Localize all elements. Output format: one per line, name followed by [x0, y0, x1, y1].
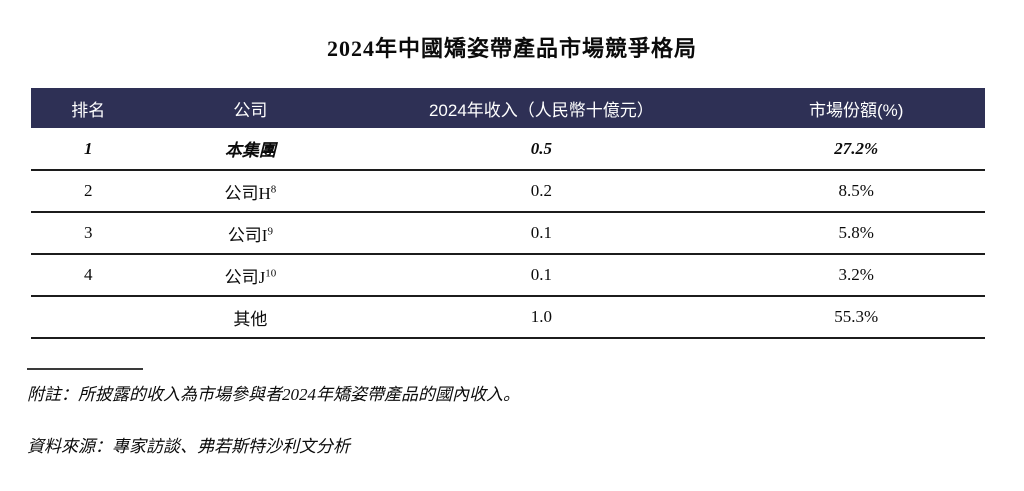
share-cell: 5.8%	[727, 212, 985, 255]
table-row: 3 公司I9 0.1 5.8%	[31, 212, 985, 255]
column-header-rank: 排名	[31, 88, 146, 128]
table-row: 4 公司J10 0.1 3.2%	[31, 254, 985, 297]
page-title: 2024年中國矯姿帶產品市場競爭格局	[326, 36, 697, 61]
company-name: 公司H	[224, 183, 271, 203]
document-page: 2024年中國矯姿帶產品市場競爭格局 排名 公司 2024年收入（人民幣十億元）…	[0, 31, 1024, 491]
rank-cell: 2	[31, 170, 146, 213]
footnote-source: 資料來源：專家訪談、弗若斯特沙利文分析	[27, 437, 350, 456]
revenue-cell: 0.5	[355, 128, 728, 171]
revenue-cell: 0.2	[355, 170, 728, 213]
share-cell: 55.3%	[727, 296, 985, 339]
company-name: 公司J	[224, 267, 266, 287]
footnote-note: 附註：所披露的收入為市場參與者2024年矯姿帶產品的國內收入。	[27, 385, 520, 404]
company-name: 本集團	[224, 141, 276, 160]
share-cell: 8.5%	[727, 170, 985, 213]
revenue-cell: 0.1	[355, 254, 728, 297]
column-header-share: 市場份額(%)	[727, 88, 985, 128]
column-header-revenue: 2024年收入（人民幣十億元）	[355, 88, 728, 128]
revenue-cell: 1.0	[355, 296, 728, 339]
table-row-others: 其他 1.0 55.3%	[31, 296, 985, 339]
table-row: 2 公司H8 0.2 8.5%	[31, 170, 985, 213]
company-name: 其他	[233, 309, 268, 329]
share-cell: 27.2%	[727, 128, 985, 171]
revenue-cell: 0.1	[355, 212, 728, 255]
footnote-ref: 9	[267, 224, 273, 237]
table-header-row: 排名 公司 2024年收入（人民幣十億元） 市場份額(%)	[31, 88, 985, 128]
company-cell: 公司I9	[145, 212, 356, 255]
company-cell: 本集團	[145, 128, 356, 171]
company-cell: 公司J10	[145, 254, 356, 297]
footnote-divider	[27, 368, 143, 370]
footnote-ref: 8	[270, 182, 277, 195]
column-header-company: 公司	[145, 88, 356, 128]
rank-cell	[31, 296, 146, 339]
footnote-ref: 10	[265, 266, 277, 279]
share-cell: 3.2%	[727, 254, 985, 297]
rank-cell: 3	[31, 212, 146, 255]
rank-cell: 4	[31, 254, 146, 297]
table-row: 1 本集團 0.5 27.2%	[31, 128, 985, 171]
company-cell: 其他	[145, 296, 356, 339]
company-cell: 公司H8	[145, 170, 356, 213]
market-competition-table: 排名 公司 2024年收入（人民幣十億元） 市場份額(%) 1 本集團 0.5 …	[31, 88, 985, 339]
rank-cell: 1	[31, 128, 146, 171]
company-name: 公司I	[227, 225, 268, 245]
